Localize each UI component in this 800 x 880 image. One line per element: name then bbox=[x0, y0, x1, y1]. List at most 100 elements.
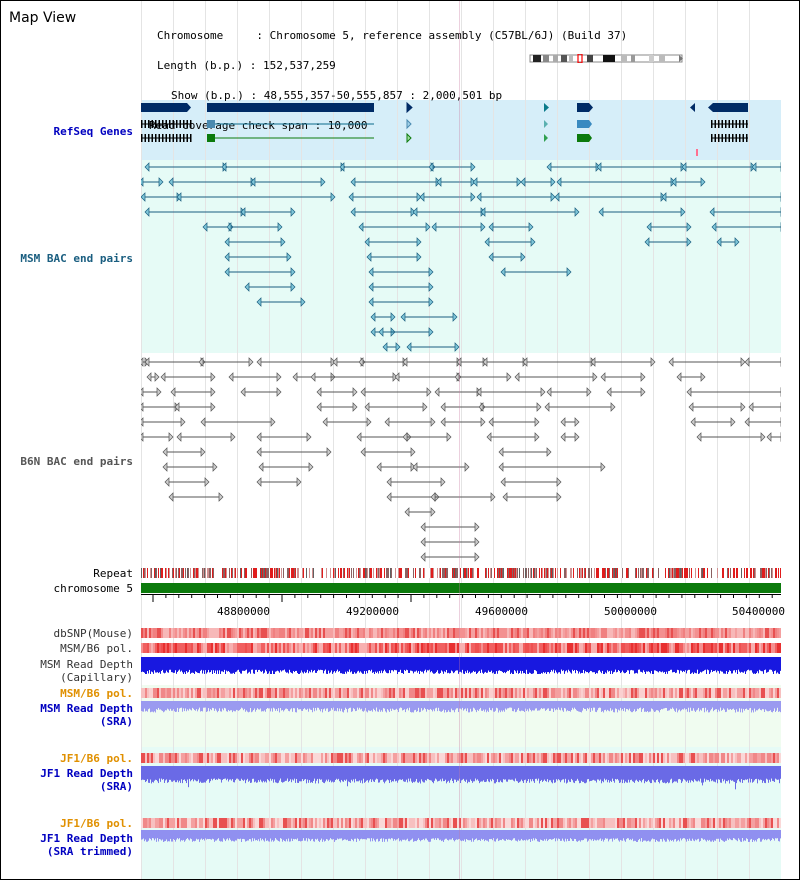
depth-bar bbox=[525, 766, 526, 780]
depth-bar bbox=[659, 766, 660, 784]
heatmap-cell bbox=[589, 688, 591, 698]
depth-bar bbox=[384, 830, 385, 842]
jf1-depth-trimmed-label: JF1 Read Depth bbox=[40, 832, 133, 845]
heatmap-cell bbox=[491, 628, 493, 638]
heatmap-cell bbox=[269, 688, 271, 698]
heatmap-cell bbox=[429, 753, 431, 763]
repeat-element bbox=[728, 568, 729, 578]
heatmap-cell bbox=[163, 818, 165, 828]
heatmap-cell bbox=[571, 628, 573, 638]
depth-bar bbox=[347, 657, 348, 672]
heatmap-cell bbox=[193, 688, 195, 698]
heatmap-cell bbox=[447, 643, 449, 653]
heatmap-cell bbox=[757, 753, 759, 763]
heatmap-cell bbox=[649, 628, 651, 638]
heatmap-cell bbox=[145, 688, 147, 698]
depth-bar bbox=[452, 766, 453, 781]
heatmap-cell bbox=[181, 753, 183, 763]
depth-bar bbox=[463, 830, 464, 841]
depth-bar bbox=[591, 657, 592, 672]
heatmap-cell bbox=[741, 688, 743, 698]
refseq-genes-track[interactable] bbox=[141, 100, 781, 160]
heatmap-cell bbox=[467, 818, 469, 828]
exon-mark bbox=[144, 134, 146, 142]
depth-bar bbox=[621, 830, 622, 841]
heatmap-cell bbox=[743, 753, 745, 763]
depth-bar bbox=[643, 657, 644, 671]
heatmap-cell bbox=[303, 688, 305, 698]
depth-bar bbox=[277, 830, 278, 841]
depth-bar bbox=[262, 657, 263, 671]
depth-bar bbox=[351, 701, 352, 712]
depth-bar bbox=[773, 657, 774, 674]
depth-bar bbox=[666, 657, 667, 672]
depth-bar bbox=[721, 701, 722, 711]
bac-end-marker bbox=[534, 417, 540, 427]
depth-bar bbox=[282, 830, 283, 842]
heatmap-cell bbox=[347, 688, 349, 698]
depth-bar bbox=[319, 766, 320, 779]
depth-bar bbox=[349, 830, 350, 841]
depth-bar bbox=[700, 657, 701, 672]
depth-bar bbox=[495, 657, 496, 674]
depth-bar bbox=[259, 766, 260, 782]
heatmap-cell bbox=[693, 643, 695, 653]
depth-bar bbox=[591, 701, 592, 709]
msm-bac-pairs-track[interactable] bbox=[141, 160, 781, 353]
depth-bar bbox=[447, 830, 448, 840]
heatmap-cell bbox=[501, 628, 503, 638]
heatmap-cell bbox=[653, 643, 655, 653]
heatmap-cell bbox=[179, 688, 181, 698]
bac-end-marker bbox=[224, 267, 230, 277]
heatmap-cell bbox=[253, 753, 255, 763]
heatmap-cell bbox=[171, 628, 173, 638]
heatmap-cell bbox=[309, 753, 311, 763]
heatmap-cell bbox=[219, 753, 221, 763]
depth-bar bbox=[265, 701, 266, 712]
repeat-element bbox=[778, 568, 779, 578]
heatmap-cell bbox=[159, 753, 161, 763]
depth-bar bbox=[542, 657, 543, 674]
heatmap-cell bbox=[365, 818, 367, 828]
bac-end-marker bbox=[671, 177, 677, 187]
heatmap-cell bbox=[161, 628, 163, 638]
heatmap-cell bbox=[543, 643, 545, 653]
heatmap-cell bbox=[581, 753, 583, 763]
heatmap-cell bbox=[633, 688, 635, 698]
depth-bar bbox=[665, 701, 666, 708]
depth-bar bbox=[424, 830, 425, 841]
depth-bar bbox=[646, 830, 647, 842]
repeat-element bbox=[335, 568, 336, 578]
heatmap-cell bbox=[471, 753, 473, 763]
depth-bar bbox=[164, 657, 165, 674]
heatmap-cell bbox=[169, 818, 171, 828]
depth-bar bbox=[776, 766, 777, 780]
depth-bar bbox=[218, 830, 219, 839]
repeat-element bbox=[526, 568, 527, 578]
heatmap-cell bbox=[209, 688, 211, 698]
heatmap-cell bbox=[477, 688, 479, 698]
chromosome-ideogram[interactable] bbox=[529, 54, 684, 63]
heatmap-cell bbox=[305, 688, 307, 698]
depth-bar bbox=[361, 701, 362, 709]
depth-bar bbox=[628, 657, 629, 671]
depth-bar bbox=[194, 830, 195, 842]
depth-bar bbox=[770, 766, 771, 782]
depth-bar bbox=[525, 830, 526, 841]
depth-bar bbox=[245, 657, 246, 671]
b6n-bac-pairs-track[interactable] bbox=[141, 353, 781, 563]
depth-bar bbox=[180, 657, 181, 672]
bac-end-marker bbox=[700, 372, 706, 382]
depth-bar bbox=[446, 766, 447, 784]
heatmap-cell bbox=[423, 628, 425, 638]
heatmap-cell bbox=[167, 628, 169, 638]
heatmap-cell bbox=[265, 643, 267, 653]
depth-bar bbox=[305, 701, 306, 710]
heatmap-cell bbox=[161, 753, 163, 763]
depth-bar bbox=[263, 657, 264, 674]
heatmap-cell bbox=[599, 643, 601, 653]
heatmap-cell bbox=[527, 688, 529, 698]
depth-bar bbox=[176, 657, 177, 674]
depth-bar bbox=[376, 701, 377, 708]
